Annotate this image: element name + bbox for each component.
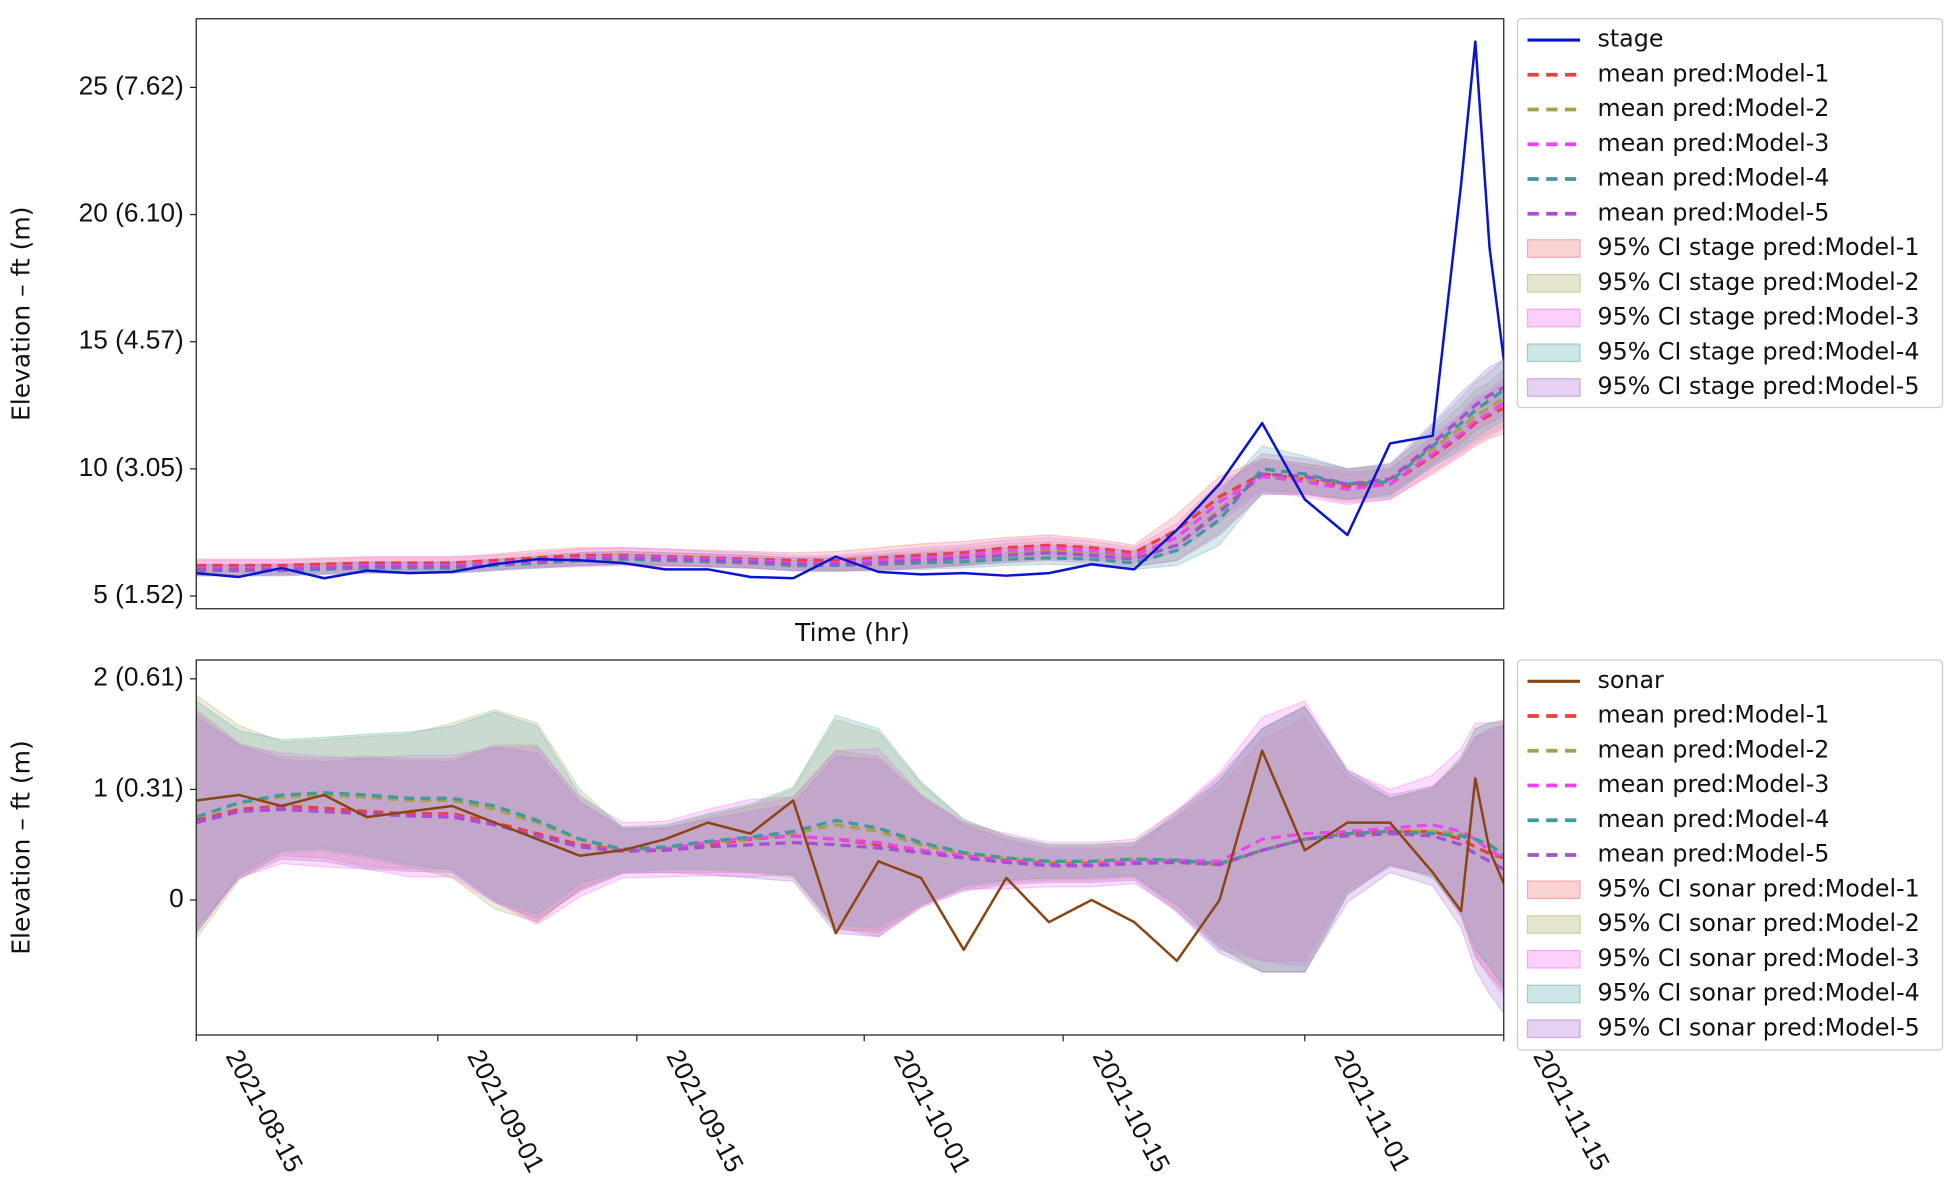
x-axis-label: Time (hr) (794, 618, 910, 647)
legend-swatch (1526, 273, 1581, 293)
legend-swatch (1526, 949, 1581, 969)
plot-area (196, 40, 1504, 580)
legend-label: 95% CI stage pred:Model-1 (1598, 233, 1920, 261)
legend-label: mean pred:Model-4 (1598, 805, 1830, 833)
ci-band (196, 700, 1504, 998)
legend-label: stage (1598, 25, 1664, 53)
plot-frame (195, 659, 1505, 1036)
legend-swatch (1526, 308, 1581, 328)
ci-band (196, 708, 1504, 992)
legend-label: 95% CI sonar pred:Model-3 (1598, 944, 1920, 972)
plot-frame (195, 18, 1505, 610)
mean-line (196, 406, 1504, 568)
figure-body: 5 (1.52) 10 (3.05) 15 (4.57) 20 (6.10) 25 (7… (6, 18, 1944, 1177)
y-tick-label: 25 (7.62) (79, 70, 184, 100)
legend-label: mean pred:Model-3 (1598, 770, 1830, 798)
y-tick-label: 10 (3.05) (79, 452, 184, 482)
legend-label: mean pred:Model-2 (1598, 735, 1830, 763)
y-tick-label: 2 (0.61) (93, 662, 183, 692)
legend-label: sonar (1598, 666, 1665, 694)
legend-swatch (1526, 343, 1581, 363)
x-tick-label: 2021-08-15 (220, 1044, 310, 1177)
x-tick-label: 2021-11-01 (1328, 1044, 1417, 1175)
mean-line (196, 386, 1504, 571)
y-tick-label: 15 (4.57) (79, 325, 184, 355)
plot-area (196, 694, 1504, 1014)
legend-label: 95% CI stage pred:Model-4 (1598, 337, 1920, 365)
y-tick-label: 0 (169, 883, 184, 913)
mean-line (196, 791, 1504, 866)
legend-label: 95% CI stage pred:Model-3 (1598, 303, 1920, 331)
legend-label: mean pred:Model-5 (1598, 198, 1830, 226)
legend-swatch (1526, 1019, 1581, 1039)
y-axis-label: Elevation – ft (m) (6, 207, 35, 422)
legend-label: 95% CI sonar pred:Model-5 (1598, 1013, 1920, 1041)
legend-box (1516, 18, 1944, 409)
mean-line (196, 807, 1504, 871)
mean-line (196, 804, 1504, 867)
observed-line (196, 40, 1504, 580)
legend-label: mean pred:Model-1 (1598, 59, 1830, 87)
y-tick-label: 1 (0.31) (93, 772, 183, 802)
ci-band (196, 705, 1504, 1014)
y-tick-label: 20 (6.10) (79, 198, 184, 228)
x-tick-label: 2021-10-01 (888, 1044, 978, 1177)
legend-swatch (1526, 915, 1581, 934)
legend-label: mean pred:Model-1 (1598, 701, 1830, 729)
x-tick-label: 2021-09-01 (461, 1044, 551, 1177)
observed-line (196, 749, 1504, 963)
legend-label: 95% CI sonar pred:Model-2 (1598, 909, 1920, 937)
x-tick-label: 2021-11-15 (1527, 1044, 1616, 1175)
legend-swatch (1526, 378, 1581, 397)
legend-swatch (1526, 984, 1581, 1004)
legend-label: mean pred:Model-5 (1598, 840, 1830, 868)
y-tick-label: 5 (1.52) (93, 579, 183, 609)
legend-label: 95% CI stage pred:Model-2 (1598, 268, 1920, 296)
ci-band (196, 694, 1504, 988)
ci-band (196, 358, 1504, 576)
legend-swatch (1526, 239, 1581, 258)
legend-label: 95% CI sonar pred:Model-4 (1598, 979, 1920, 1007)
legend-box (1516, 659, 1944, 1051)
legend-label: 95% CI stage pred:Model-5 (1598, 372, 1920, 400)
y-axis-label: Elevation – ft (m) (7, 740, 36, 955)
legend-label: mean pred:Model-4 (1598, 164, 1830, 192)
legend-label: mean pred:Model-3 (1598, 129, 1830, 157)
legend-swatch (1526, 880, 1581, 900)
x-tick-label: 2021-09-15 (660, 1044, 750, 1177)
x-tick-label: 2021-10-15 (1087, 1044, 1177, 1177)
legend-label: 95% CI sonar pred:Model-1 (1598, 874, 1920, 902)
legend-label: mean pred:Model-2 (1598, 94, 1830, 122)
ci-band (196, 381, 1504, 573)
